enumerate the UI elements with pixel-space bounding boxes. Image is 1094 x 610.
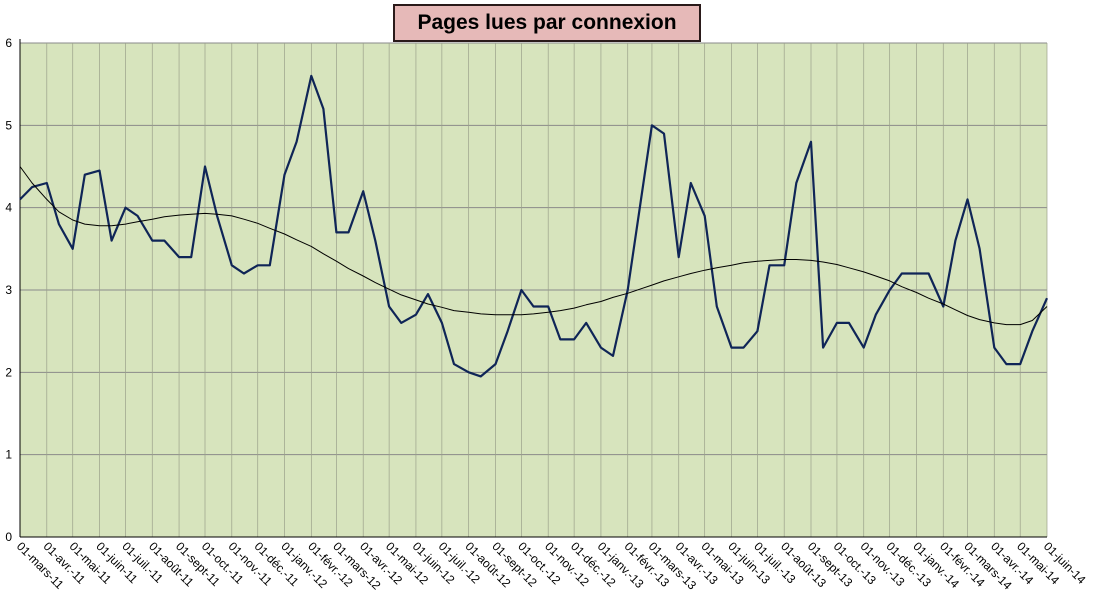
y-tick-label: 3 [5,283,12,297]
y-tick-label: 2 [5,365,12,379]
y-tick-label: 0 [5,530,12,544]
y-tick-label: 4 [5,201,12,215]
y-tick-label: 1 [5,448,12,462]
line-series [19,74,1049,378]
y-tick-label: 6 [5,36,12,50]
y-tick-label: 5 [5,118,12,132]
line-series [19,166,1048,326]
chart-title: Pages lues par connexion [393,4,701,42]
